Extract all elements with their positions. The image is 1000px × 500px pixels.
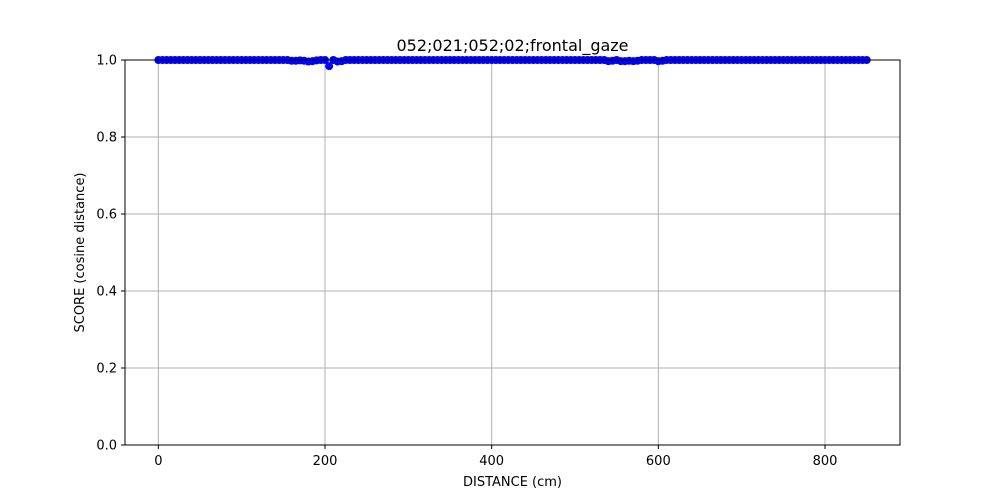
y-tick-label: 0.4 — [96, 285, 117, 300]
x-axis-title: DISTANCE (cm) — [463, 475, 562, 490]
y-tick-label: 0.6 — [96, 208, 117, 223]
axis-ticks: 0 200 400 600 800 0.0 0.2 0.4 0.6 0.8 1.0 — [96, 54, 837, 470]
y-axis-title: SCORE (cosine distance) — [73, 172, 88, 332]
y-tick-label: 0.8 — [96, 131, 117, 146]
y-tick-label: 0.0 — [96, 439, 117, 454]
x-tick-label: 400 — [479, 454, 504, 469]
chart-title: 052;021;052;02;frontal_gaze — [396, 36, 628, 56]
x-tick-label: 200 — [313, 454, 338, 469]
x-tick-label: 0 — [154, 454, 162, 469]
y-tick-label: 1.0 — [96, 54, 117, 69]
plot-frame — [124, 59, 901, 446]
data-point — [325, 62, 334, 71]
y-tick-label: 0.2 — [96, 362, 117, 377]
x-tick-label: 800 — [813, 454, 838, 469]
x-tick-label: 600 — [646, 454, 671, 469]
